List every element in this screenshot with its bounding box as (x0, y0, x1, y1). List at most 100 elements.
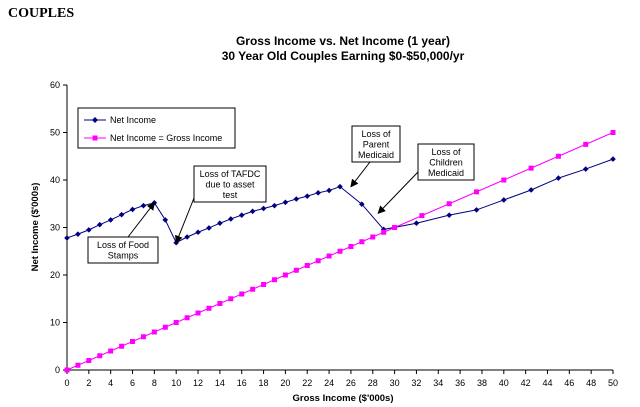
annotation-arrow (127, 202, 155, 238)
data-point (239, 291, 245, 297)
y-tick-label: 50 (50, 128, 60, 138)
annotation-arrow (175, 197, 195, 244)
data-point (130, 339, 136, 344)
chart-title: Gross Income vs. Net Income (1 year) (236, 34, 450, 48)
data-point (392, 225, 398, 230)
data-point (413, 220, 420, 227)
data-point (162, 324, 168, 330)
data-point (381, 229, 387, 235)
x-tick-label: 34 (433, 378, 443, 388)
data-point (151, 329, 157, 335)
data-point (75, 231, 81, 237)
data-point (315, 190, 321, 196)
x-tick-label: 50 (608, 378, 618, 388)
x-tick-label: 26 (346, 378, 356, 388)
y-tick-label: 60 (50, 80, 60, 90)
data-point (610, 130, 616, 135)
data-point (228, 216, 234, 222)
y-tick-label: 30 (50, 223, 60, 233)
x-tick-label: 30 (390, 378, 400, 388)
annotation-text: Parent (363, 139, 390, 149)
data-point (582, 166, 589, 172)
data-point (282, 199, 289, 206)
data-point (173, 320, 179, 325)
data-point (86, 227, 92, 233)
x-tick-label: 24 (324, 378, 334, 388)
legend-marker-net-income (92, 117, 98, 123)
data-point (86, 358, 92, 363)
data-point (217, 301, 223, 306)
annotation-box (87, 236, 159, 264)
data-point (304, 193, 311, 199)
data-point (217, 220, 223, 227)
data-point (282, 272, 288, 278)
annotation-box (351, 125, 401, 163)
y-tick-label: 10 (50, 318, 60, 328)
data-point (474, 189, 479, 195)
x-tick-label: 44 (542, 378, 552, 388)
data-point (359, 239, 365, 245)
x-tick-label: 38 (477, 378, 487, 388)
annotation-text: Loss of Food (97, 240, 149, 250)
x-tick-label: 46 (564, 378, 574, 388)
data-point (206, 225, 212, 231)
x-tick-label: 48 (586, 378, 596, 388)
data-point (271, 277, 277, 283)
x-tick-label: 0 (64, 378, 69, 388)
x-tick-label: 42 (521, 378, 531, 388)
annotation-text: Children (429, 157, 463, 167)
legend: Net Income Net Income = Gross Income (77, 107, 236, 149)
data-point (64, 235, 70, 241)
data-point (228, 296, 234, 302)
x-tick-label: 8 (152, 378, 157, 388)
annotation-text: Medicaid (428, 168, 464, 178)
data-point (370, 234, 376, 240)
data-point (162, 217, 169, 223)
data-point (337, 248, 343, 254)
data-point (75, 362, 81, 368)
annotation-arrow (377, 171, 419, 214)
data-point (446, 201, 452, 207)
annotation-text: due to asset (205, 179, 255, 189)
data-point (97, 353, 103, 359)
data-point (64, 367, 70, 373)
data-point (446, 212, 452, 218)
x-tick-label: 10 (171, 378, 181, 388)
x-tick-label: 36 (455, 378, 465, 388)
data-point (555, 153, 561, 159)
x-tick-label: 4 (108, 378, 113, 388)
page-heading: COUPLES (8, 6, 75, 21)
data-point (583, 141, 589, 147)
annotation-text: Loss of (361, 129, 391, 139)
x-tick-label: 22 (302, 378, 312, 388)
data-point (108, 348, 114, 354)
data-point (238, 212, 245, 218)
data-point (129, 206, 136, 213)
data-point (501, 177, 507, 183)
y-tick-label: 0 (55, 365, 60, 375)
data-point (119, 343, 125, 349)
x-tick-label: 40 (499, 378, 509, 388)
data-point (419, 213, 425, 219)
x-tick-label: 20 (280, 378, 290, 388)
legend-label-net-income: Net Income (110, 115, 156, 125)
data-point (304, 263, 310, 268)
data-point (96, 221, 103, 228)
data-point (271, 202, 278, 209)
data-point (501, 197, 507, 203)
data-point (249, 208, 256, 215)
data-point (107, 217, 114, 223)
annotation-text: Medicaid (358, 150, 394, 160)
data-point (140, 202, 147, 209)
data-point (473, 207, 480, 213)
data-point (260, 205, 267, 212)
data-point (555, 175, 562, 181)
data-point (315, 258, 321, 264)
annotation-text: Stamps (108, 251, 139, 261)
annotation-text: Loss of (431, 147, 461, 157)
x-tick-label: 12 (193, 378, 203, 388)
legend-box (77, 107, 236, 149)
x-tick-label: 14 (215, 378, 225, 388)
data-point (380, 226, 387, 233)
